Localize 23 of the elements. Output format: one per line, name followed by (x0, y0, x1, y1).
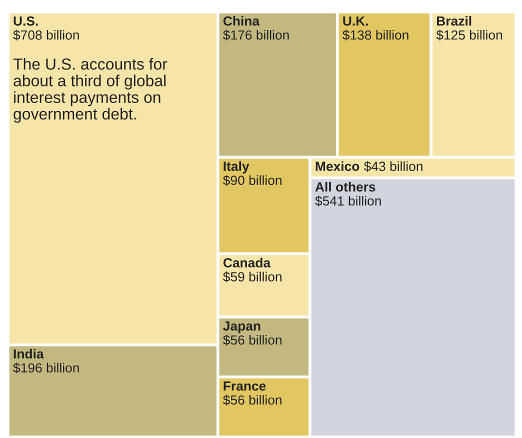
data-label: $56 billion (223, 334, 282, 346)
text: The U.S. accounts for about a third of global interest payments on government debt. (13, 58, 168, 123)
category-label: U.K. (343, 16, 368, 26)
data-label: $708 billion (13, 30, 79, 40)
category-label: Mexico (316, 161, 360, 171)
data-label: $43 billion (364, 161, 422, 172)
data-label: $176 billion (223, 30, 289, 40)
data-label: $125 billion (436, 30, 502, 40)
data-label: $59 billion (223, 272, 282, 282)
category-label: U.S. (14, 16, 38, 26)
category-label: Brazil (437, 16, 472, 26)
category-label: France (224, 381, 266, 391)
data-label: $138 billion (342, 30, 408, 40)
data-label: $196 billion (13, 362, 79, 374)
category-label: Italy (224, 161, 250, 174)
category-label: Canada (223, 258, 271, 268)
data-label: $90 billion (223, 175, 282, 186)
data-label: $541 billion (315, 196, 381, 206)
category-label: Japan (223, 321, 260, 334)
category-label: All others (315, 182, 376, 192)
category-label: China (223, 16, 260, 26)
category-label: India (14, 348, 44, 359)
data-label: $56 billion (223, 394, 282, 406)
